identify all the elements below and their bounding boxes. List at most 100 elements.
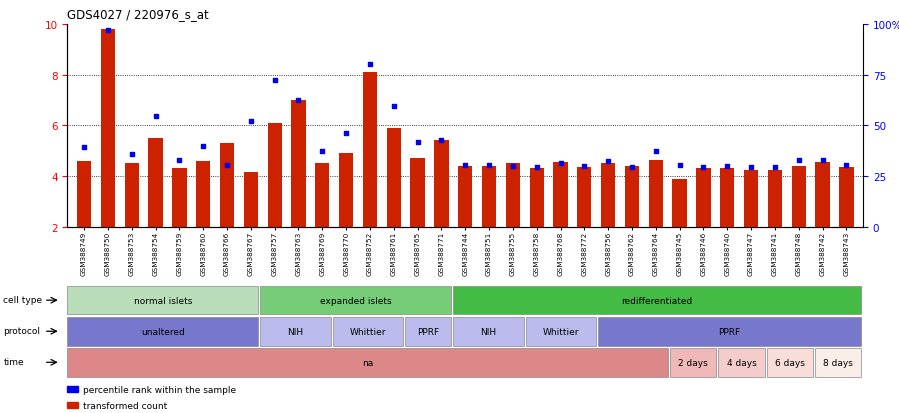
Text: normal islets: normal islets — [134, 296, 192, 305]
Point — [720, 163, 734, 170]
Bar — [77, 161, 91, 227]
Point — [791, 157, 806, 164]
Bar — [718, 348, 765, 377]
Bar — [649, 160, 663, 227]
Bar — [405, 317, 451, 346]
Point — [648, 148, 663, 154]
Bar — [196, 161, 210, 227]
Bar — [125, 164, 138, 227]
Text: 6 days: 6 days — [775, 358, 805, 367]
Bar — [720, 169, 734, 227]
Bar — [554, 163, 567, 227]
Point — [148, 114, 163, 121]
Bar — [598, 317, 861, 346]
Bar — [526, 317, 596, 346]
Point — [601, 158, 615, 165]
Bar — [220, 144, 234, 227]
Point — [672, 162, 687, 169]
Text: na: na — [362, 358, 373, 367]
Point — [625, 164, 639, 171]
Bar — [101, 30, 115, 227]
Bar — [333, 317, 403, 346]
Text: Whittier: Whittier — [542, 327, 579, 336]
Point — [482, 162, 496, 169]
Bar — [173, 169, 186, 227]
Text: NIH: NIH — [480, 327, 496, 336]
Bar — [601, 164, 615, 227]
Bar — [244, 173, 258, 227]
Bar — [815, 163, 830, 227]
Bar — [672, 179, 687, 227]
Point — [553, 161, 567, 167]
Bar — [814, 348, 861, 377]
Text: Whittier: Whittier — [350, 327, 386, 336]
Point — [268, 77, 282, 84]
Point — [458, 162, 473, 169]
Bar — [148, 139, 163, 227]
Bar — [530, 169, 544, 227]
Text: GDS4027 / 220976_s_at: GDS4027 / 220976_s_at — [67, 8, 209, 21]
Point — [125, 152, 139, 158]
Point — [339, 130, 353, 137]
Bar — [840, 168, 853, 227]
Point — [77, 144, 92, 151]
Text: PPRF: PPRF — [417, 327, 440, 336]
Bar — [506, 164, 520, 227]
Bar — [768, 170, 782, 227]
Point — [530, 164, 544, 171]
Bar — [482, 166, 496, 227]
Point — [244, 119, 258, 126]
Bar — [792, 166, 806, 227]
Bar — [411, 159, 424, 227]
Point — [363, 62, 378, 69]
Text: NIH: NIH — [288, 327, 304, 336]
Text: time: time — [4, 357, 24, 366]
Point — [101, 28, 115, 34]
Point — [291, 97, 306, 104]
Point — [696, 164, 710, 171]
Bar — [291, 101, 306, 227]
Point — [839, 162, 853, 169]
Point — [768, 164, 782, 171]
Bar — [67, 348, 668, 377]
Text: unaltered: unaltered — [141, 327, 185, 336]
Text: redifferentiated: redifferentiated — [621, 296, 693, 305]
Bar — [625, 166, 639, 227]
Bar — [767, 348, 813, 377]
Bar — [744, 170, 758, 227]
Text: 4 days: 4 days — [726, 358, 756, 367]
Point — [411, 139, 425, 146]
Text: 2 days: 2 days — [679, 358, 708, 367]
Bar — [268, 123, 281, 227]
Bar — [261, 317, 331, 346]
Text: transformed count: transformed count — [83, 401, 167, 410]
Bar — [67, 286, 258, 315]
Bar — [434, 141, 449, 227]
Bar — [363, 73, 377, 227]
Point — [815, 157, 830, 164]
Bar — [670, 348, 717, 377]
Text: PPRF: PPRF — [718, 327, 741, 336]
Point — [387, 104, 401, 110]
Text: cell type: cell type — [4, 295, 42, 304]
Bar — [261, 286, 451, 315]
Text: expanded islets: expanded islets — [320, 296, 392, 305]
Text: 8 days: 8 days — [823, 358, 853, 367]
Point — [577, 163, 592, 170]
Bar — [577, 168, 592, 227]
Text: percentile rank within the sample: percentile rank within the sample — [83, 385, 236, 394]
Bar — [453, 317, 523, 346]
Point — [220, 162, 235, 169]
Point — [434, 138, 449, 145]
Point — [196, 143, 210, 150]
Bar — [67, 317, 258, 346]
Bar — [316, 164, 329, 227]
Bar — [697, 169, 710, 227]
Point — [743, 164, 758, 171]
Bar — [453, 286, 861, 315]
Bar — [387, 128, 401, 227]
Point — [505, 163, 520, 170]
Bar — [458, 166, 472, 227]
Text: protocol: protocol — [4, 326, 40, 335]
Bar — [339, 154, 353, 227]
